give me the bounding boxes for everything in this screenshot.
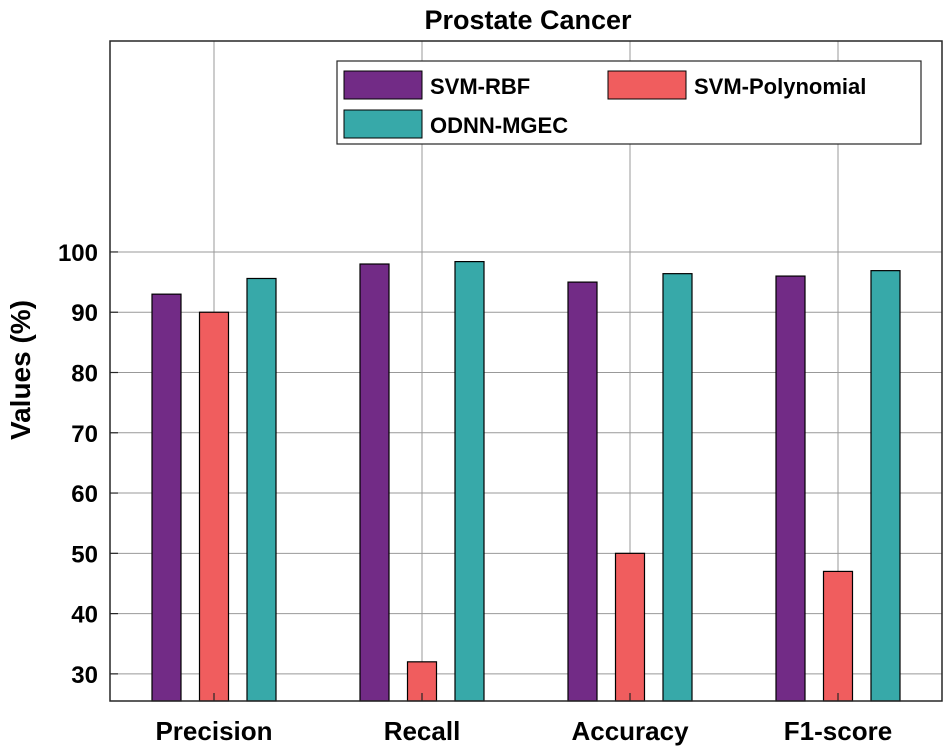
bar-odnn-mgec-f1-score — [870, 270, 901, 702]
bar-svm-rbf-recall — [359, 263, 390, 702]
bar-odnn-mgec-accuracy — [662, 273, 693, 702]
bar-svm-polynomial-f1-score — [822, 570, 854, 702]
bars — [151, 261, 901, 702]
bar-odnn-mgec-recall — [454, 261, 485, 702]
bar-svm-rbf-f1-score — [775, 275, 806, 702]
legend-label: ODNN-MGEC — [430, 113, 568, 138]
axis-ticks: 30 40 50 60 70 80 90 100 Precision Recall Accuracy… — [58, 240, 892, 746]
y-tick-label: 30 — [71, 662, 98, 689]
legend-swatch — [343, 70, 423, 100]
y-tick-label: 40 — [71, 602, 98, 629]
x-tick-label: F1-score — [784, 716, 892, 746]
chart-title: Prostate Cancer — [424, 5, 632, 35]
x-tick-label: Accuracy — [571, 716, 689, 746]
y-tick-label: 70 — [71, 421, 98, 448]
y-axis-label: Values (%) — [5, 300, 36, 440]
y-tick-label: 50 — [71, 541, 98, 568]
legend-label: SVM-RBF — [430, 74, 530, 99]
bar-odnn-mgec-precision — [246, 277, 277, 702]
x-tick-label: Recall — [384, 716, 461, 746]
bar-svm-polynomial-precision — [198, 311, 230, 702]
legend-label: SVM-Polynomial — [694, 74, 866, 99]
y-tick-label: 90 — [71, 300, 98, 327]
bar-svm-rbf-accuracy — [567, 281, 598, 702]
bar-svm-rbf-precision — [151, 293, 182, 702]
legend-swatch — [607, 70, 687, 100]
y-tick-label: 60 — [71, 481, 98, 508]
y-tick-label: 80 — [71, 361, 98, 388]
y-tick-label: 100 — [58, 240, 98, 267]
plot-area-frame — [109, 40, 943, 702]
bar-svm-polynomial-accuracy — [614, 552, 646, 702]
legend-swatch — [343, 109, 423, 139]
x-tick-label: Precision — [155, 716, 272, 746]
legend: SVM-RBF SVM-Polynomial ODNN-MGEC — [336, 60, 922, 145]
